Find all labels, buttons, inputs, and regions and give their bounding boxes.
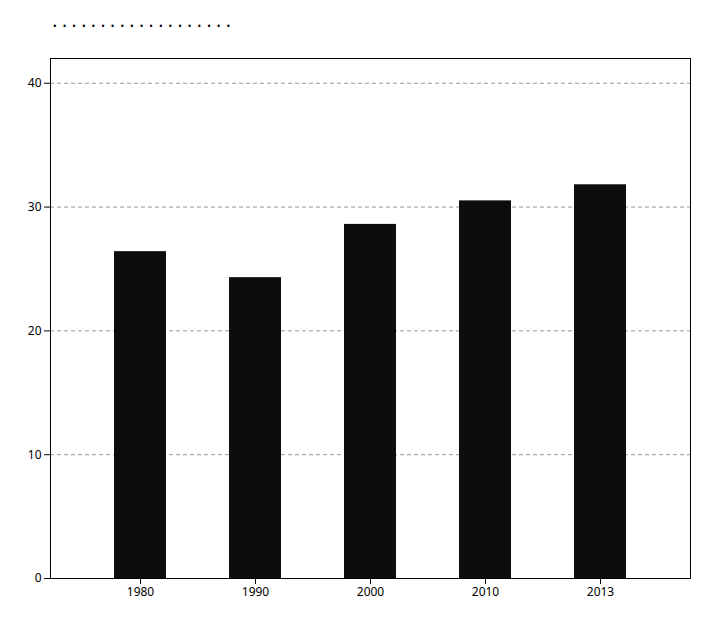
- svg-text:30: 30: [28, 198, 42, 215]
- svg-text:1990: 1990: [242, 583, 270, 600]
- svg-text:20: 20: [28, 322, 42, 339]
- svg-text:1980: 1980: [127, 583, 155, 600]
- svg-text:2010: 2010: [472, 583, 500, 600]
- svg-text:2000: 2000: [357, 583, 385, 600]
- svg-text:10: 10: [28, 446, 42, 463]
- svg-text:40: 40: [28, 74, 42, 91]
- svg-text:2013: 2013: [587, 583, 615, 600]
- svg-text:0: 0: [35, 569, 42, 586]
